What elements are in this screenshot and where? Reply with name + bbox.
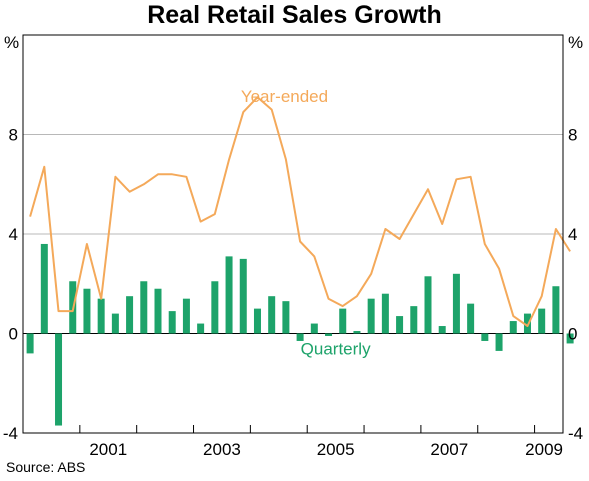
quarterly-bar bbox=[438, 326, 446, 334]
y-tick-label-right: 8 bbox=[568, 126, 577, 145]
quarterly-bar bbox=[40, 243, 48, 334]
y-tick-label-right: 0 bbox=[568, 325, 577, 344]
quarterly-bar bbox=[197, 323, 205, 334]
quarterly-bar bbox=[26, 333, 34, 354]
y-tick-label-right: 4 bbox=[568, 225, 577, 244]
x-tick-label: 2003 bbox=[203, 440, 241, 459]
y-tick-label-left: 0 bbox=[9, 325, 18, 344]
quarterly-bar bbox=[353, 331, 361, 334]
quarterly-bar bbox=[296, 333, 304, 341]
x-tick-label: 2007 bbox=[430, 440, 468, 459]
y-tick-label-left: 4 bbox=[9, 225, 18, 244]
quarterly-bar bbox=[467, 303, 475, 334]
quarterly-bar bbox=[381, 293, 389, 334]
quarterly-bar bbox=[253, 308, 261, 334]
left-axis-unit: % bbox=[4, 33, 20, 52]
quarterly-bar bbox=[410, 306, 418, 334]
quarterly-bar bbox=[509, 321, 517, 334]
quarterly-bar bbox=[140, 281, 148, 334]
quarterly-label: Quarterly bbox=[301, 340, 371, 359]
y-tick-label-left: 8 bbox=[9, 126, 18, 145]
quarterly-bar bbox=[396, 316, 404, 334]
quarterly-bar bbox=[566, 333, 574, 344]
quarterly-bar bbox=[83, 288, 91, 334]
quarterly-bar bbox=[481, 333, 489, 341]
quarterly-bar bbox=[55, 333, 63, 426]
x-tick-label: 2009 bbox=[525, 440, 563, 459]
quarterly-bar bbox=[211, 281, 219, 334]
y-tick-label-right: -4 bbox=[568, 424, 583, 443]
quarterly-bar bbox=[310, 323, 318, 334]
year-ended-line bbox=[29, 96, 571, 327]
quarterly-bar bbox=[452, 273, 460, 334]
quarterly-bar bbox=[339, 308, 347, 334]
quarterly-bar bbox=[538, 308, 546, 334]
quarterly-bar bbox=[282, 301, 290, 334]
year-ended-label: Year-ended bbox=[241, 87, 328, 106]
quarterly-bar bbox=[239, 258, 247, 334]
source-note: Source: ABS bbox=[6, 459, 86, 475]
x-tick-label: 2001 bbox=[89, 440, 127, 459]
quarterly-bar bbox=[552, 286, 560, 334]
x-tick-label: 2005 bbox=[317, 440, 355, 459]
quarterly-bar bbox=[225, 256, 233, 334]
quarterly-bar bbox=[154, 288, 162, 334]
right-axis-unit: % bbox=[568, 33, 584, 52]
quarterly-bar bbox=[495, 333, 503, 351]
plot-frame bbox=[22, 34, 564, 434]
quarterly-bar bbox=[325, 333, 333, 336]
quarterly-bar bbox=[97, 298, 105, 334]
quarterly-bar bbox=[268, 296, 276, 334]
quarterly-bar bbox=[367, 298, 375, 334]
quarterly-bar bbox=[111, 313, 119, 334]
y-tick-label-left: -4 bbox=[3, 424, 18, 443]
quarterly-bar bbox=[424, 276, 432, 334]
quarterly-bar bbox=[126, 296, 134, 334]
quarterly-bar bbox=[168, 311, 176, 334]
quarterly-bar bbox=[523, 313, 531, 334]
quarterly-bar bbox=[182, 298, 190, 334]
chart-title: Real Retail Sales Growth bbox=[147, 1, 442, 29]
